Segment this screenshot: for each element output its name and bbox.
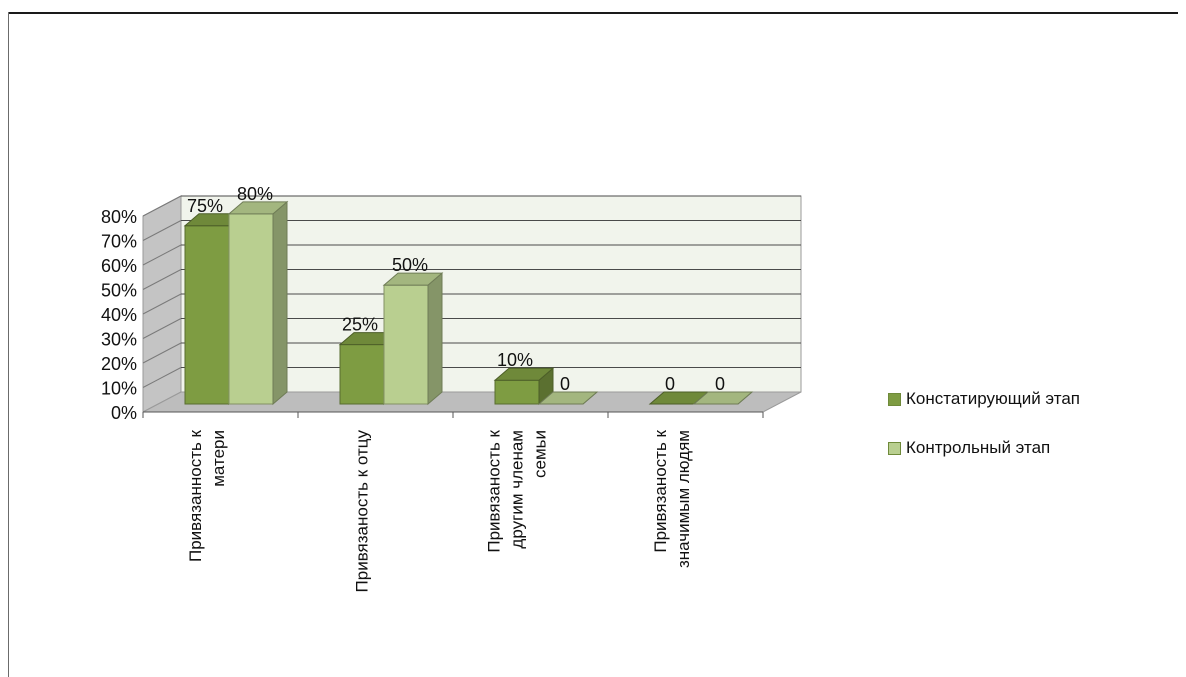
gridline-side <box>142 269 182 290</box>
legend-label-series-1: Констатирующий этап <box>906 389 1080 408</box>
bar-top <box>227 201 289 215</box>
y-tick-label: 30% <box>101 330 137 350</box>
x-tick-label-line: семьи <box>531 430 550 478</box>
x-tick-label: Привязаность к другим членам семьи <box>485 429 550 552</box>
y-tick-label: 10% <box>101 379 137 399</box>
legend-item-series-1: Констатирующий этап <box>888 386 1080 412</box>
bar-top <box>692 391 754 405</box>
data-label: 0 <box>715 374 725 394</box>
x-tick-label: Привязаность к значимым людям <box>651 429 693 568</box>
y-tick-label: 50% <box>101 281 137 301</box>
y-tick-label: 70% <box>101 232 137 252</box>
data-label: 80% <box>237 184 273 204</box>
bar-side <box>272 200 288 406</box>
gridline-side <box>142 367 182 388</box>
gridline-side <box>142 244 182 266</box>
x-tick-label: Привязаность к отцу <box>353 430 372 593</box>
data-label: 0 <box>665 374 675 394</box>
bar-top <box>537 391 599 405</box>
legend-swatch-series-1 <box>888 392 901 406</box>
legend-item-series-2: Контрольный этап <box>888 435 1080 461</box>
bar-front <box>184 225 230 405</box>
bar-side <box>427 272 443 406</box>
bar-top <box>382 272 444 286</box>
y-tick-label: 60% <box>101 256 137 276</box>
data-label: 10% <box>497 350 533 370</box>
data-label: 75% <box>187 196 223 216</box>
x-tick-label-line: матери <box>209 430 228 487</box>
y-tick-label: 80% <box>101 207 137 227</box>
gridline-side <box>142 342 182 364</box>
y-tick-label: 0% <box>111 403 137 423</box>
bar-front <box>494 379 540 405</box>
legend-label-series-2: Контрольный этап <box>906 438 1051 457</box>
y-tick-label: 20% <box>101 354 137 374</box>
bar-front <box>383 284 429 405</box>
gridline-side <box>142 293 182 315</box>
x-tick-label-line: Привязаность к <box>485 429 504 552</box>
frame-top-border <box>8 12 1178 14</box>
gridline-side <box>142 220 182 241</box>
bar-front <box>339 344 385 405</box>
y-tick-label: 40% <box>101 305 137 325</box>
gridline-side <box>142 195 182 217</box>
legend: Констатирующий этап Контрольный этап <box>888 386 1080 484</box>
gridline-side <box>142 318 182 339</box>
bar-top <box>493 367 555 381</box>
x-tick-label-line: Привязаность к <box>651 429 670 552</box>
legend-swatch-series-2 <box>888 441 901 455</box>
bar-front <box>228 213 274 405</box>
data-label: 50% <box>392 255 428 275</box>
x-tick-label-line: Привязаность к отцу <box>353 430 372 593</box>
data-label: 25% <box>342 315 378 335</box>
x-tick-label-line: значимым людям <box>674 430 693 568</box>
x-tick-label-line: другим членам <box>508 430 527 549</box>
data-label: 0 <box>560 374 570 394</box>
x-tick-label: Привязанность к матери <box>186 429 228 562</box>
frame-left-border <box>8 12 9 677</box>
x-tick-label-line: Привязанность к <box>186 429 205 562</box>
